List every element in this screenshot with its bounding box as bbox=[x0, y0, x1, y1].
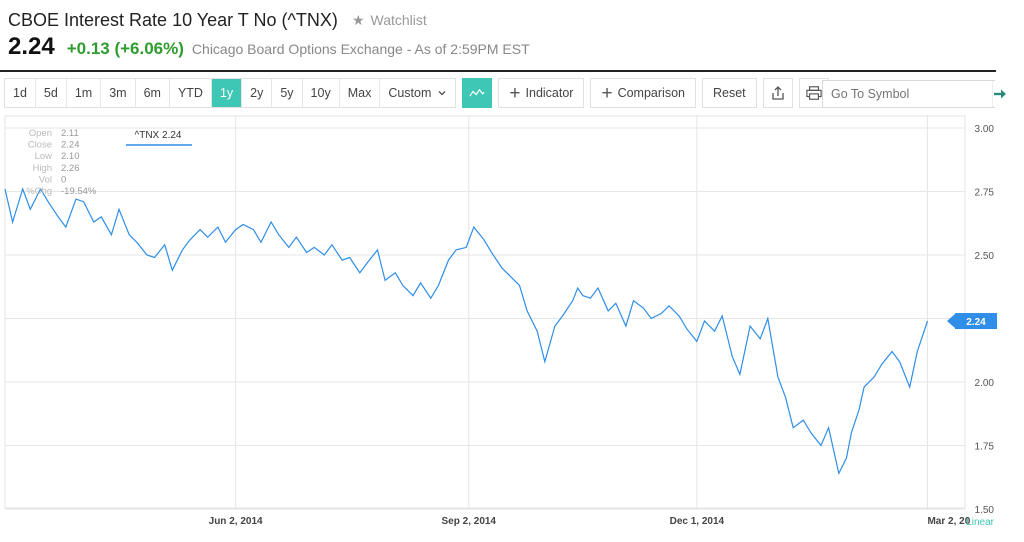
y-tick-label: 2.50 bbox=[975, 251, 995, 262]
plus-icon: + bbox=[601, 82, 613, 104]
custom-range-dropdown[interactable]: Custom bbox=[380, 79, 455, 107]
reset-button[interactable]: Reset bbox=[701, 78, 757, 108]
range-button-1y[interactable]: 1y bbox=[211, 79, 243, 107]
info-value: 2.11 bbox=[61, 128, 79, 139]
y-tick-label: 1.50 bbox=[975, 505, 995, 516]
range-button-5y[interactable]: 5y bbox=[272, 79, 303, 107]
go-button[interactable] bbox=[992, 81, 1007, 107]
current-value-label: 2.24 bbox=[966, 317, 986, 328]
info-label: High bbox=[32, 163, 52, 174]
arrow-right-icon bbox=[994, 89, 1006, 99]
range-selector: 1d 5d 1m 3m 6m YTD 1y 2y 5y 10y Max Custom bbox=[4, 78, 457, 108]
y-tick-label: 2.75 bbox=[975, 188, 995, 199]
y-tick-label: 1.75 bbox=[975, 442, 995, 453]
symbol-search-input[interactable] bbox=[823, 81, 992, 107]
share-button[interactable] bbox=[762, 78, 793, 108]
info-label: %Chg bbox=[26, 186, 52, 197]
info-value: 0 bbox=[61, 174, 66, 185]
current-value-pointer bbox=[947, 314, 955, 329]
info-value: 2.24 bbox=[61, 140, 80, 151]
x-tick-label: Mar 2, 20 bbox=[927, 516, 970, 527]
scale-label[interactable]: Linear bbox=[966, 517, 994, 528]
printer-icon bbox=[805, 86, 822, 100]
title-row: CBOE Interest Rate 10 Year T No (^TNX) ★… bbox=[8, 8, 427, 32]
info-label: Open bbox=[29, 128, 52, 139]
header-divider bbox=[0, 70, 996, 72]
chart-toolbar: 1d 5d 1m 3m 6m YTD 1y 2y 5y 10y Max Custom + Indic… bbox=[4, 78, 829, 108]
series-line-tnx[interactable] bbox=[4, 187, 929, 476]
indicator-button[interactable]: + Indicator bbox=[498, 78, 585, 108]
indicator-label: Indicator bbox=[525, 86, 574, 100]
y-tick-label: 2.00 bbox=[975, 378, 995, 389]
x-tick-label: Sep 2, 2014 bbox=[442, 516, 497, 527]
price-change: +0.13 (+6.06%) bbox=[66, 39, 184, 58]
series-legend[interactable]: ^TNX 2.24 bbox=[135, 130, 182, 141]
y-tick-label: 3.00 bbox=[975, 124, 995, 135]
range-button-3m[interactable]: 3m bbox=[101, 79, 136, 107]
share-icon bbox=[771, 86, 784, 100]
symbol-search bbox=[822, 80, 1007, 108]
price-row: 2.24 +0.13 (+6.06%) Chicago Board Option… bbox=[8, 33, 530, 63]
x-tick-label: Jun 2, 2014 bbox=[209, 516, 263, 527]
page-title: CBOE Interest Rate 10 Year T No (^TNX) bbox=[8, 9, 338, 30]
range-button-6m[interactable]: 6m bbox=[136, 79, 170, 107]
star-icon: ★ bbox=[351, 11, 365, 28]
range-button-1m[interactable]: 1m bbox=[67, 79, 102, 107]
chevron-down-icon bbox=[438, 91, 446, 96]
current-price: 2.24 bbox=[8, 33, 55, 60]
exchange-info: Chicago Board Options Exchange - As of 2… bbox=[191, 41, 530, 57]
range-button-10y[interactable]: 10y bbox=[303, 79, 340, 107]
custom-range-label: Custom bbox=[388, 86, 432, 100]
info-label: Vol bbox=[39, 174, 52, 185]
chart-type-button[interactable] bbox=[462, 78, 493, 108]
watchlist-label: Watchlist bbox=[370, 12, 427, 28]
plus-icon: + bbox=[509, 82, 521, 104]
reset-label: Reset bbox=[712, 86, 746, 100]
info-label: Close bbox=[28, 140, 52, 151]
range-button-max[interactable]: Max bbox=[340, 79, 381, 107]
x-tick-label: Dec 1, 2014 bbox=[670, 516, 725, 527]
info-value: 2.26 bbox=[61, 163, 80, 174]
watchlist-button[interactable]: ★ Watchlist bbox=[352, 12, 427, 29]
comparison-label: Comparison bbox=[617, 86, 685, 100]
range-button-2y[interactable]: 2y bbox=[242, 79, 273, 107]
comparison-button[interactable]: + Comparison bbox=[590, 78, 696, 108]
current-value-badge bbox=[955, 313, 997, 330]
plot-area bbox=[4, 115, 966, 509]
range-button-1d[interactable]: 1d bbox=[5, 79, 36, 107]
info-value: -19.54% bbox=[61, 186, 97, 197]
range-button-ytd[interactable]: YTD bbox=[170, 79, 212, 107]
info-label: Low bbox=[35, 151, 53, 162]
line-chart-icon bbox=[469, 88, 486, 97]
info-value: 2.10 bbox=[61, 151, 80, 162]
range-button-5d[interactable]: 5d bbox=[36, 79, 67, 107]
